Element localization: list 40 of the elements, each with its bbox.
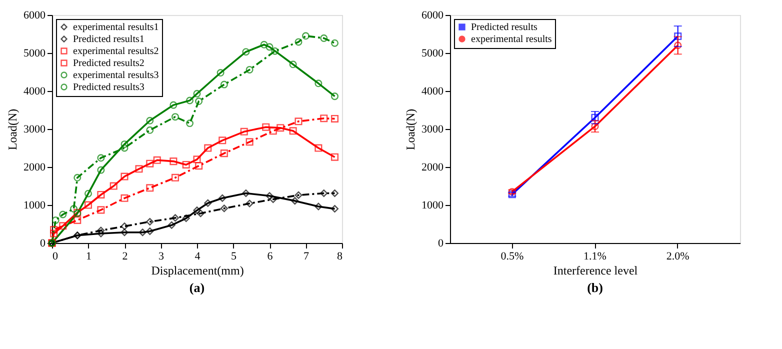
legend-label: Predicted results2 <box>73 58 144 69</box>
x-tick-label: 1.1% <box>584 250 606 262</box>
legend-label: Predicted results <box>471 22 538 33</box>
x-tick-label: 3 <box>158 250 164 262</box>
y-tick-label: 3000 <box>24 124 46 136</box>
y-tick-label: 3000 <box>422 124 444 136</box>
x-tick-label: 1 <box>86 250 92 262</box>
y-tick-label: 0 <box>40 238 46 250</box>
y-tick-label: 4000 <box>24 86 46 98</box>
legend-label: experimental results1 <box>73 22 159 33</box>
x-tick-label: 5 <box>231 250 237 262</box>
y-tick-label: 4000 <box>422 86 444 98</box>
y-tick-label: 6000 <box>24 10 46 22</box>
x-axis-title: Interference level <box>553 264 638 278</box>
y-axis-title: Load(N) <box>404 108 418 150</box>
y-tick-label: 1000 <box>422 200 444 212</box>
y-tick-label: 6000 <box>422 10 444 22</box>
y-tick-label: 2000 <box>422 162 444 174</box>
x-tick-label: 6 <box>267 250 274 262</box>
legend-label: Predicted results3 <box>73 82 144 93</box>
y-tick-label: 0 <box>438 238 444 250</box>
x-tick-label: 2.0% <box>666 250 690 262</box>
legend-label: experimental results <box>471 34 552 45</box>
legend-label: Predicted results1 <box>73 34 144 45</box>
y-tick-label: 5000 <box>24 48 46 60</box>
x-tick-label: 0 <box>52 250 58 262</box>
x-tick-label: 0.5% <box>500 250 524 262</box>
text: (b) <box>587 280 603 295</box>
y-tick-label: 2000 <box>24 162 46 174</box>
y-tick-label: 1000 <box>24 200 46 212</box>
x-tick-label: 7 <box>304 250 310 262</box>
text: (a) <box>189 280 205 295</box>
x-tick-label: 2 <box>122 250 128 262</box>
y-tick-label: 5000 <box>422 48 444 60</box>
x-tick-label: 4 <box>194 250 201 262</box>
x-tick-label: 8 <box>337 250 343 262</box>
legend-label: experimental results2 <box>73 46 159 57</box>
x-axis-title: Displacement(mm) <box>151 264 244 278</box>
legend-label: experimental results3 <box>73 70 159 81</box>
y-axis-title: Load(N) <box>6 108 20 150</box>
